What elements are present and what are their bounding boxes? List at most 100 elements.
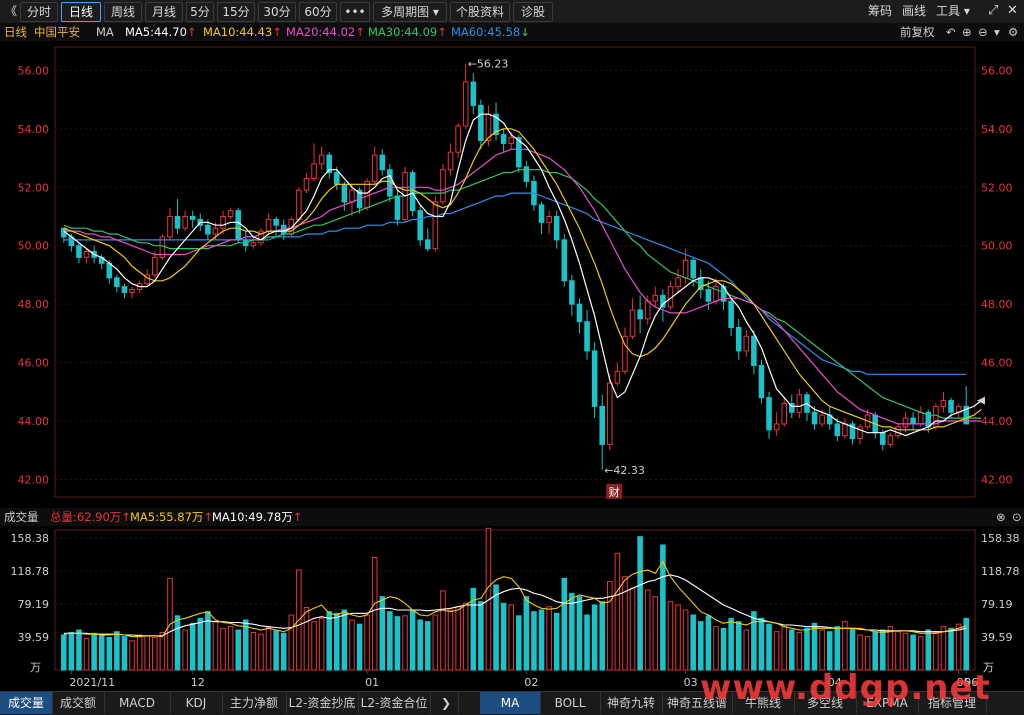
volume-bar <box>834 626 841 671</box>
indicator-tab-7[interactable]: 指标管理 <box>918 692 987 714</box>
candle-body <box>455 125 461 153</box>
volume-tick-right: 118.78 <box>981 565 1020 578</box>
volume-bar <box>288 614 295 671</box>
candle-body <box>121 286 128 293</box>
volume-bar <box>425 621 431 671</box>
indicator-tab-4[interactable]: 牛熊线 <box>732 692 795 714</box>
period-tab-1[interactable]: 日线 <box>61 2 101 22</box>
volume-chart[interactable]: 158.38 158.38 118.78 118.78 79.19 79.19 39.59 3… <box>0 526 1024 691</box>
candle-body <box>500 134 507 144</box>
indicator-tab-0[interactable]: MA <box>480 692 541 714</box>
price-tick-right: 54.00 <box>981 123 1013 136</box>
volume-bar <box>356 623 363 671</box>
volume-bar <box>637 536 643 671</box>
tools-button[interactable]: 工具 ▾ <box>936 4 970 18</box>
candle-body <box>842 423 848 437</box>
candle-body <box>948 400 954 413</box>
price-tick-right: 44.00 <box>981 415 1013 428</box>
volume-tab-0[interactable]: 成交量 <box>0 692 53 714</box>
volume-bar <box>811 622 818 671</box>
period-tab-5[interactable]: 15分 <box>217 2 255 22</box>
volume-bar <box>394 616 401 671</box>
indicator-tab-1[interactable]: BOLL <box>540 692 601 714</box>
volume-bar <box>341 609 348 671</box>
volume-bar <box>849 627 856 671</box>
candle-body <box>819 414 825 425</box>
candle-body <box>227 210 234 217</box>
volume-bar <box>917 636 924 671</box>
zoom-in-icon[interactable]: ⊕ <box>962 25 972 39</box>
volume-bar <box>872 632 878 671</box>
period-tab-7[interactable]: 60分 <box>299 2 337 22</box>
volume-bar <box>106 637 113 671</box>
price-tick-left: 42.00 <box>18 473 50 486</box>
period-tab-2[interactable]: 周线 <box>104 2 142 22</box>
volume-bar <box>576 596 583 671</box>
volume-bar <box>136 634 143 671</box>
settings-icon[interactable]: ⚙ <box>1008 25 1019 39</box>
restore-icon[interactable]: ↶ <box>946 25 956 39</box>
close-panel-icon[interactable]: ⊗ <box>996 510 1006 524</box>
x-axis-label: 06 <box>964 676 978 689</box>
volume-tick-left: 79.19 <box>18 598 50 611</box>
volume-tab-1[interactable]: 成交额 <box>52 692 105 714</box>
indicator-tab-5[interactable]: 多空线 <box>794 692 857 714</box>
candle-body <box>106 262 113 279</box>
fullscreen-icon[interactable]: ⤢ <box>988 3 999 18</box>
period-tab-3[interactable]: 月线 <box>145 2 183 22</box>
ma-label[interactable]: MA <box>96 25 114 39</box>
back-button[interactable]: 《 <box>5 4 18 18</box>
vol-ma5: MA5:55.87万↑ <box>130 510 214 524</box>
indicator-tab-3[interactable]: 神奇五线谱 <box>662 692 733 714</box>
volume-bar <box>720 627 727 671</box>
volume-bar <box>258 633 264 671</box>
candle-body <box>880 432 886 445</box>
volume-tab-2[interactable]: MACD <box>104 692 171 714</box>
chip-button[interactable]: 筹码 <box>868 4 893 18</box>
layout-icon[interactable]: ⊙ <box>1012 510 1022 524</box>
volume-bar <box>766 623 772 671</box>
ma60-value: MA60:45.58↓ <box>451 25 530 39</box>
candle-body <box>129 289 135 293</box>
volume-bar <box>318 617 325 671</box>
candle-body <box>152 256 158 276</box>
draw-line-button[interactable]: 画线 <box>902 4 927 18</box>
candle-body <box>523 166 530 182</box>
more-tabs-icon[interactable]: ❯ <box>434 692 459 714</box>
volume-tab-4[interactable]: 主力净额 <box>222 692 287 714</box>
x-axis-label: 12 <box>191 676 205 689</box>
candle-body <box>569 280 575 305</box>
close-icon[interactable]: ✕ <box>1007 3 1018 18</box>
volume-bar <box>68 632 75 671</box>
volume-bar <box>83 637 90 671</box>
candle-body <box>758 365 765 399</box>
period-tab-9[interactable]: 多周期图 ▾ <box>373 2 447 22</box>
ma-header: 日线 中国平安 MA MA5:44.70↑ MA10:44.43↑ MA20:4… <box>0 23 1024 41</box>
adjust-button[interactable]: 前复权 <box>900 25 935 39</box>
zoom-out-icon[interactable]: ⊖ <box>978 25 988 39</box>
volume-bar <box>728 617 734 671</box>
price-tick-left: 48.00 <box>18 298 50 311</box>
period-tab-0[interactable]: 分时 <box>20 2 58 22</box>
period-tab-10[interactable]: 个股资料 <box>450 2 510 22</box>
indicator-tab-2[interactable]: 神奇九转 <box>600 692 663 714</box>
indicator-tab-6[interactable]: EXPMA <box>856 692 919 714</box>
dropdown-icon[interactable]: ▾ <box>994 25 1000 39</box>
volume-tab-5[interactable]: L2-资金抄底 <box>286 692 359 714</box>
volume-bar <box>553 612 560 671</box>
period-tab-8[interactable]: ••• <box>340 2 370 22</box>
candle-body <box>652 294 659 302</box>
volume-tab-6[interactable]: L2-资金合位 <box>358 692 431 714</box>
volume-tab-3[interactable]: KDJ <box>170 692 223 714</box>
x-axis-label: 02 <box>524 676 538 689</box>
volume-bar <box>212 621 219 671</box>
period-tab-11[interactable]: 诊股 <box>513 2 553 22</box>
period-tab-6[interactable]: 30分 <box>258 2 296 22</box>
event-marker-bg <box>606 483 623 499</box>
price-chart[interactable]: 56.00 56.00 54.00 54.00 52.00 52.00 50.00 50.00… <box>0 41 1024 508</box>
volume-bar <box>265 627 272 671</box>
volume-bar <box>159 632 166 671</box>
candle-body <box>773 423 780 431</box>
candle-body <box>516 137 522 168</box>
period-tab-4[interactable]: 5分 <box>186 2 214 22</box>
